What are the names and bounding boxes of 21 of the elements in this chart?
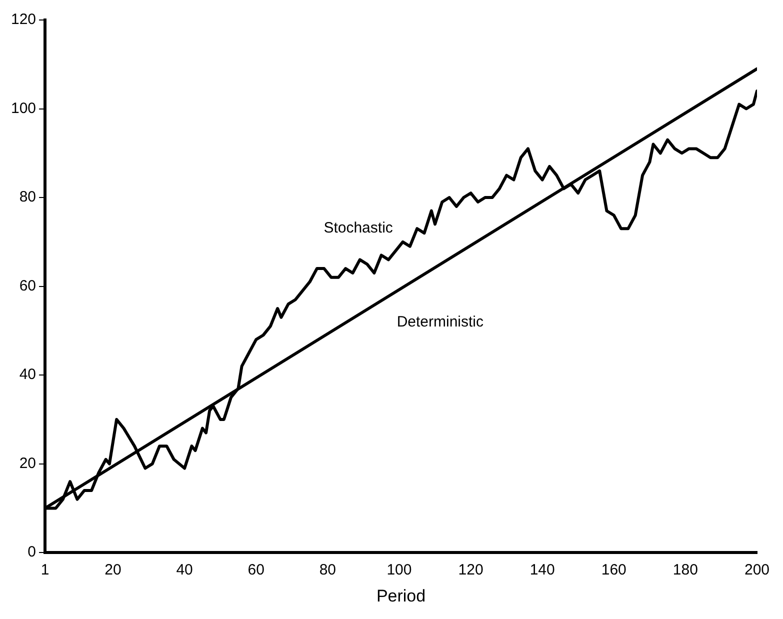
x-tick-label: 60 <box>248 562 264 579</box>
x-tick-label: 140 <box>530 562 555 579</box>
x-axis-title: Period <box>376 586 426 606</box>
x-tick-label: 40 <box>176 562 193 579</box>
y-tick-label: 80 <box>19 188 36 206</box>
x-tick-label: 20 <box>104 562 122 579</box>
y-tick-label: 100 <box>10 100 36 117</box>
x-tick-label: 180 <box>672 562 698 579</box>
series-label: Deterministic <box>396 313 484 330</box>
series-label: Stochastic <box>324 220 394 237</box>
x-tick-label: 120 <box>458 562 484 579</box>
y-tick-label: 20 <box>19 454 36 472</box>
x-tick-label: 100 <box>386 562 412 579</box>
x-tick-label: 80 <box>319 562 336 579</box>
x-tick-label: 200 <box>744 562 770 579</box>
y-tick-label: 60 <box>19 277 36 294</box>
x-tick-label: 160 <box>601 562 626 579</box>
y-tick-label: 40 <box>19 366 36 384</box>
x-tick-label: 1 <box>40 562 50 579</box>
y-tick-label: 120 <box>10 11 36 28</box>
y-tick-label: 0 <box>28 544 36 561</box>
